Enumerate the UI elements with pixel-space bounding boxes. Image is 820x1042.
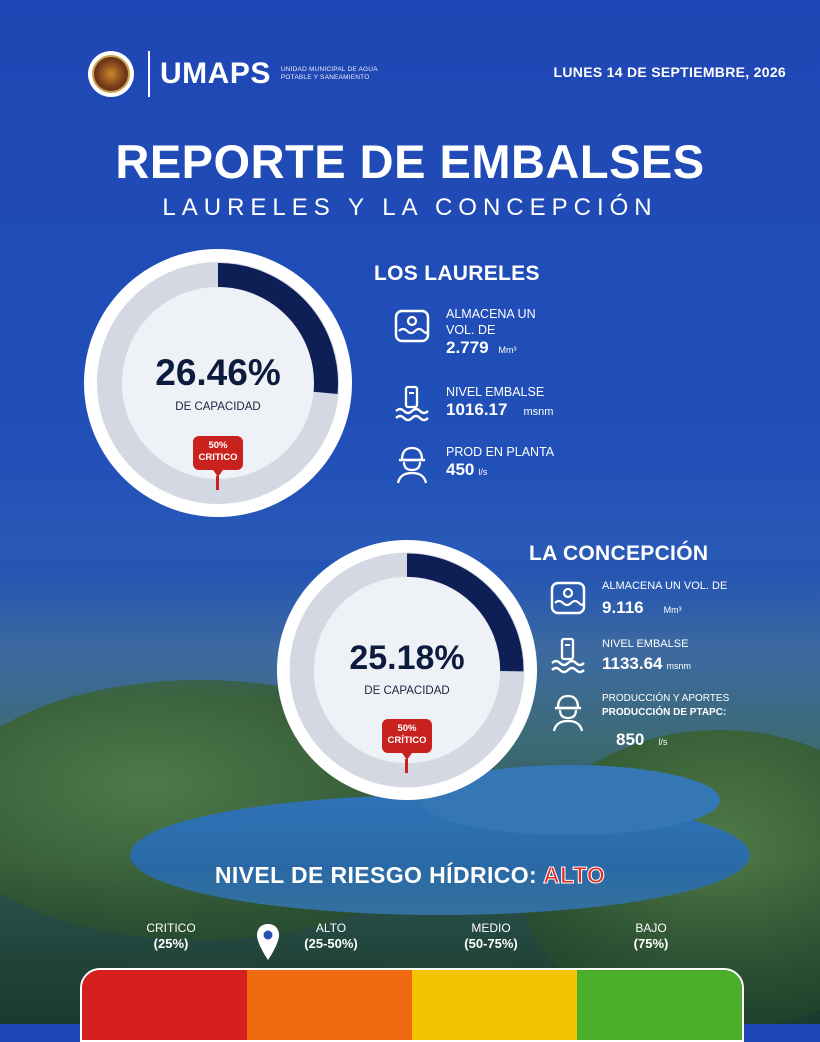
risk-level-value: ALTO <box>543 862 606 889</box>
concepcion-level-label: NIVEL EMBALSE <box>602 638 689 650</box>
water-tank-icon <box>548 578 588 618</box>
laureles-level-stat: NIVEL EMBALSE 1016.17 msnm <box>392 384 553 424</box>
gauge-fill-arc <box>406 553 524 672</box>
location-pin-icon <box>255 922 281 967</box>
brand-name: UMAPS <box>160 57 271 90</box>
scale-range: (25-50%) <box>304 936 358 951</box>
concepcion-percent: 25.18% <box>349 639 465 677</box>
laureles-production-value: 450 <box>446 460 475 479</box>
laureles-storage-unit: Mm³ <box>498 345 517 355</box>
badge-text: CRITICO <box>198 452 238 463</box>
concepcion-production-label-2: PRODUCCIÓN DE PTAPC: <box>602 707 727 718</box>
risk-segment-alto <box>247 970 412 1040</box>
concepcion-critical-marker: 50% CRÍTICO <box>382 719 432 773</box>
badge-percent: 50% <box>208 440 228 451</box>
concepcion-production-label: PRODUCCIÓN Y APORTES <box>602 693 730 704</box>
concepcion-storage-unit: Mm³ <box>663 605 682 615</box>
concepcion-section-title: LA CONCEPCIÓN <box>529 542 709 565</box>
laureles-production-unit: l/s <box>478 467 488 477</box>
risk-segment-medio <box>412 970 577 1040</box>
laureles-percent: 26.46% <box>155 352 281 393</box>
concepcion-capacity-gauge: 25.18% DE CAPACIDAD 50% CRÍTICO <box>276 539 538 801</box>
laureles-production-label: PROD EN PLANTA <box>446 445 555 459</box>
page-subtitle: LAURELES Y LA CONCEPCIÓN <box>162 194 658 221</box>
laureles-capacity-label: DE CAPACIDAD <box>175 401 261 413</box>
laureles-section-title: LOS LAURELES <box>374 262 540 285</box>
brand-subtitle: UNIDAD MUNICIPAL DE AGUA POTABLE Y SANEA… <box>280 66 378 81</box>
header-divider <box>148 51 150 97</box>
gauge-fill-arc <box>217 263 338 394</box>
laureles-critical-marker: 50% CRITICO <box>193 436 243 490</box>
laureles-level-value: 1016.17 <box>446 400 508 419</box>
concepcion-level-value: 1133.64 <box>602 654 663 673</box>
page-title: REPORTE DE EMBALSES <box>115 135 705 188</box>
scale-label-critico: CRITICO (25%) <box>116 920 226 952</box>
scale-name: CRITICO <box>146 921 196 935</box>
risk-segment-critico <box>82 970 247 1040</box>
worker-helmet-icon <box>548 692 588 732</box>
concepcion-level-unit: msnm <box>666 661 692 671</box>
worker-helmet-icon <box>392 444 432 484</box>
concepcion-capacity-label: DE CAPACIDAD <box>364 685 450 697</box>
badge-text: CRÍTICO <box>387 735 427 746</box>
scale-label-alto: ALTO (25-50%) <box>276 920 386 952</box>
water-level-icon <box>392 384 432 424</box>
concepcion-storage-label: ALMACENA UN VOL. DE <box>602 580 728 592</box>
risk-level-heading: NIVEL DE RIESGO HÍDRICO: ALTO <box>0 862 820 889</box>
scale-name: MEDIO <box>471 921 511 935</box>
header: UMAPS UNIDAD MUNICIPAL DE AGUA POTABLE Y… <box>88 48 391 100</box>
laureles-level-label: NIVEL EMBALSE <box>446 385 545 399</box>
laureles-storage-stat: ALMACENA UN VOL. DE 2.779 Mm³ <box>392 306 546 358</box>
laureles-level-unit: msnm <box>523 406 554 418</box>
scale-name: BAJO <box>635 921 667 935</box>
concepcion-production-value: 850 <box>616 730 645 749</box>
water-level-icon <box>548 636 588 676</box>
concepcion-production-stat: PRODUCCIÓN Y APORTES PRODUCCIÓN DE PTAPC… <box>548 692 729 750</box>
badge-percent: 50% <box>397 723 417 734</box>
concepcion-production-unit: l/s <box>658 737 668 747</box>
scale-range: (50-75%) <box>464 936 518 951</box>
laureles-capacity-gauge: 26.46% DE CAPACIDAD 50% CRITICO <box>83 248 353 518</box>
laureles-production-stat: PROD EN PLANTA 450 l/s <box>392 444 554 484</box>
concepcion-level-stat: NIVEL EMBALSE 1133.64 msnm <box>548 636 691 676</box>
scale-range: (75%) <box>633 936 669 951</box>
report-date: LUNES 14 DE SEPTIEMBRE, 2026 <box>553 64 786 80</box>
risk-segment-bajo <box>577 970 742 1040</box>
municipal-seal-logo <box>88 51 134 97</box>
laureles-storage-label: ALMACENA UN VOL. DE <box>446 307 536 337</box>
laureles-storage-value: 2.779 <box>446 338 489 357</box>
scale-range: (25%) <box>153 936 189 951</box>
concepcion-storage-stat: ALMACENA UN VOL. DE 9.116 Mm³ <box>548 578 727 618</box>
scale-name: ALTO <box>315 921 347 935</box>
risk-label: NIVEL DE RIESGO HÍDRICO: <box>214 862 538 888</box>
water-tank-icon <box>392 306 432 346</box>
scale-label-medio: MEDIO (50-75%) <box>436 920 546 952</box>
risk-color-scale <box>80 968 744 1042</box>
concepcion-storage-value: 9.116 <box>602 598 644 617</box>
scale-label-bajo: BAJO (75%) <box>596 920 706 952</box>
